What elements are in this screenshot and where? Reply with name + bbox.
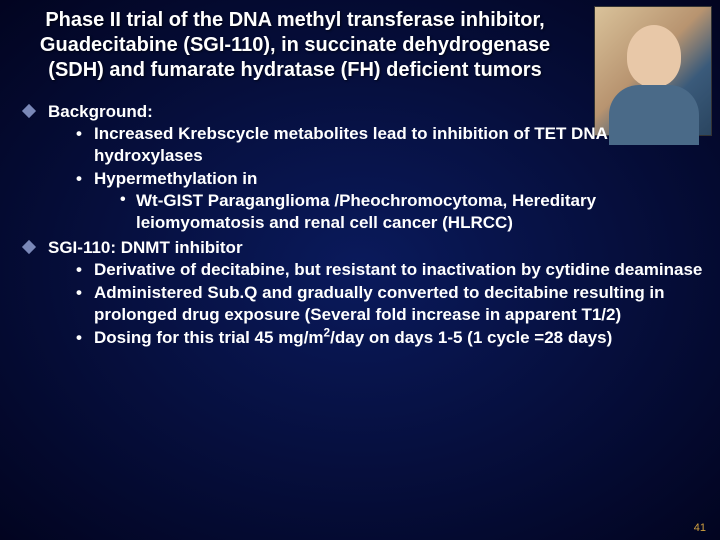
diamond-icon	[22, 239, 36, 253]
sub-bullet-text: Hypermethylation in	[94, 169, 257, 188]
page-number: 41	[694, 522, 706, 534]
bullet-background: Background: Increased Krebscycle metabol…	[24, 101, 710, 235]
content-area: Background: Increased Krebscycle metabol…	[10, 101, 710, 349]
bullet-label: SGI-110: DNMT inhibitor	[48, 237, 710, 259]
sub-bullet: Hypermethylation in Wt-GIST Paragangliom…	[72, 168, 710, 234]
sublist: Derivative of decitabine, but resistant …	[48, 259, 710, 349]
sub-bullet: Increased Krebscycle metabolites lead to…	[72, 123, 710, 167]
slide: Phase II trial of the DNA methyl transfe…	[0, 0, 720, 540]
sub-bullet: Derivative of decitabine, but resistant …	[72, 259, 710, 281]
sub-sub-bullet: Wt-GIST Paraganglioma /Pheochromocytoma,…	[116, 190, 710, 234]
sub-bullet: Dosing for this trial 45 mg/m2/day on da…	[72, 327, 710, 349]
sublist: Increased Krebscycle metabolites lead to…	[48, 123, 710, 234]
bullet-label: Background:	[48, 101, 710, 123]
bullet-sgi110: SGI-110: DNMT inhibitor Derivative of de…	[24, 237, 710, 349]
sub-bullet: Administered Sub.Q and gradually convert…	[72, 282, 710, 326]
diamond-icon	[22, 104, 36, 118]
sub-sublist: Wt-GIST Paraganglioma /Pheochromocytoma,…	[94, 190, 710, 234]
